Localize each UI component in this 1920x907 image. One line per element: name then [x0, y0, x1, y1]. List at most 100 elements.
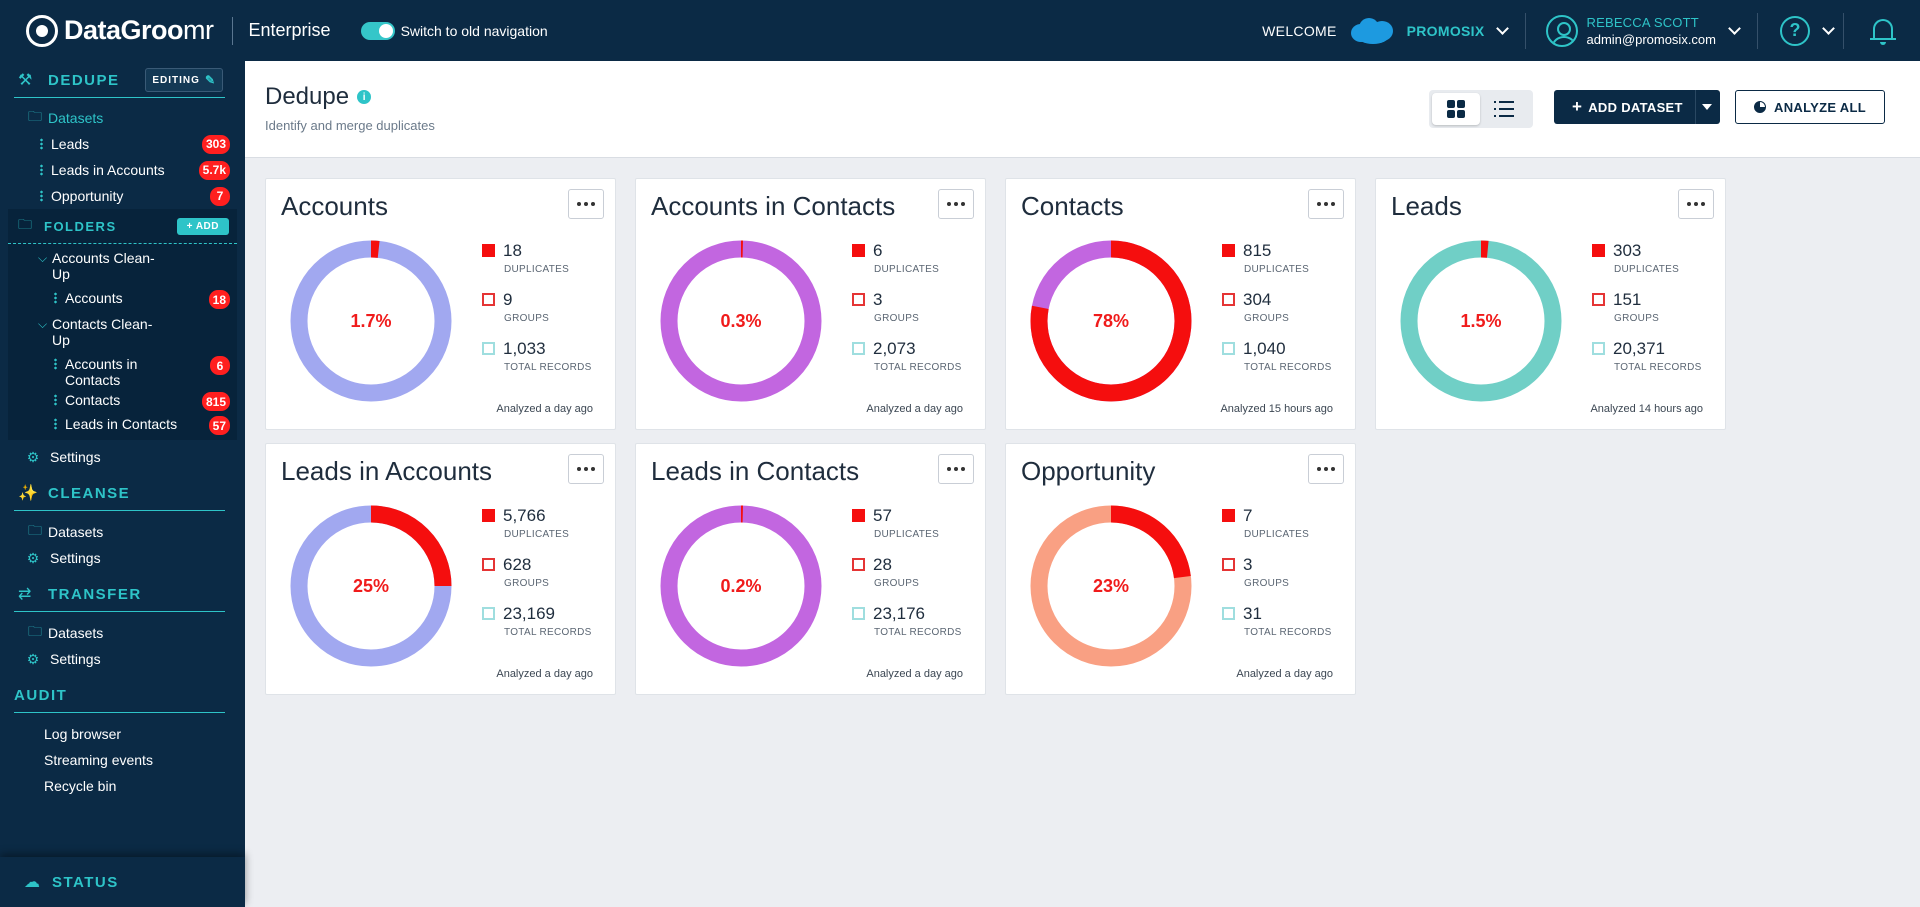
dot [1317, 467, 1321, 471]
drag-handle-icon[interactable] [54, 418, 57, 430]
status-panel-toggle[interactable]: ☁ STATUS [0, 857, 245, 907]
sidebar-item-label: Datasets [48, 110, 104, 126]
section-title: CLEANSE [48, 484, 131, 502]
dataset-card[interactable]: Opportunity 23% 7 DUPLICATES 3 GROUPS 31 TOTAL … [1005, 443, 1356, 695]
donut-remaining-slice [1400, 240, 1562, 402]
divider [14, 97, 225, 98]
duplicates-donut-chart [290, 505, 452, 667]
dataset-card[interactable]: Accounts 1.7% 18 DUPLICATES 9 GROUPS 1,033 TOTA… [265, 178, 616, 430]
divider [8, 243, 237, 244]
info-icon[interactable]: i [357, 90, 372, 104]
drag-handle-icon[interactable] [54, 292, 57, 304]
groups-value: 304 [1243, 290, 1272, 309]
sidebar-dataset-leads-in-accounts[interactable]: Leads in Accounts 5.7k [0, 157, 245, 183]
sidebar-dataset-leads[interactable]: Leads 303 [0, 131, 245, 157]
duplicate-percent-label: 0.3% [720, 310, 762, 331]
legend-total-records: 1,040 TOTAL RECORDS [1222, 339, 1347, 388]
more-options-button[interactable] [568, 454, 604, 484]
sidebar-item-cleanse-settings[interactable]: ⚙ Settings [0, 545, 245, 571]
more-options-button[interactable] [568, 189, 604, 219]
duplicate-count-badge: 303 [201, 134, 230, 154]
org-name[interactable]: PROMOSIX [1406, 22, 1485, 39]
card-title[interactable]: Accounts [281, 191, 388, 221]
dataset-card[interactable]: Leads in Accounts 25% 5,766 DUPLICATES 628 GR… [265, 443, 616, 695]
folder-dataset-contacts[interactable]: Contacts 815 [8, 388, 237, 412]
drag-handle-icon[interactable] [54, 358, 57, 370]
sidebar-item-transfer-datasets[interactable]: 🗀 Datasets [0, 620, 245, 646]
help-chevron-down-icon[interactable] [1822, 22, 1835, 35]
groups-value: 9 [503, 290, 513, 309]
section-title: DEDUPE [48, 71, 120, 89]
total-records-swatch [1592, 342, 1605, 355]
user-menu[interactable]: REBECCA SCOTT admin@promosix.com [1586, 15, 1716, 47]
sidebar-dataset-opportunity[interactable]: Opportunity 7 [0, 183, 245, 209]
card-title[interactable]: Accounts in Contacts [651, 191, 896, 221]
more-options-button[interactable] [1308, 454, 1344, 484]
toggle-switch[interactable] [360, 21, 395, 40]
folder-accounts-clean-up[interactable]: ⌵ Accounts Clean-Up [8, 250, 237, 282]
more-options-button[interactable] [938, 454, 974, 484]
org-chevron-down-icon[interactable] [1496, 22, 1510, 35]
old-navigation-switch[interactable]: Switch to old navigation [360, 21, 548, 40]
duplicates-donut-chart [660, 240, 822, 402]
add-dataset-button[interactable]: + ADD DATASET [1554, 90, 1720, 124]
last-analyzed-text: Analyzed a day ago [866, 668, 963, 680]
more-options-button[interactable] [1678, 189, 1714, 219]
total-records-swatch [1222, 342, 1235, 355]
datagroomr-logo[interactable]: DataGroomr [26, 0, 214, 61]
folder-contacts-clean-up[interactable]: ⌵ Contacts Clean-Up [8, 316, 237, 348]
drag-handle-icon[interactable] [40, 138, 43, 150]
card-title[interactable]: Contacts [1021, 191, 1124, 221]
dataset-card[interactable]: Accounts in Contacts 0.3% 6 DUPLICATES 3 GROU… [635, 178, 986, 430]
grid-view-button[interactable] [1432, 93, 1480, 125]
chevron-down-icon[interactable]: ⌵ [38, 251, 48, 265]
card-title[interactable]: Leads [1391, 191, 1462, 221]
total-records-label: TOTAL RECORDS [1244, 362, 1332, 373]
card-title[interactable]: Opportunity [1021, 456, 1156, 486]
sidebar-item-transfer-settings[interactable]: ⚙ Settings [0, 646, 245, 672]
add-folder-button[interactable]: + ADD [176, 217, 229, 235]
user-avatar-icon[interactable] [1546, 14, 1579, 47]
legend-groups: 9 GROUPS [482, 290, 607, 339]
sidebar-item-datasets[interactable]: 🗀 Datasets [0, 105, 245, 131]
dataset-card[interactable]: Leads in Contacts 0.2% 57 DUPLICATES 28 GROUP… [635, 443, 986, 695]
chevron-down-icon[interactable]: ⌵ [38, 317, 48, 331]
dropdown-caret-icon[interactable] [1702, 104, 1712, 110]
user-chevron-down-icon[interactable] [1728, 22, 1741, 35]
dataset-card[interactable]: Contacts 78% 815 DUPLICATES 304 GROUPS 1,040 TO… [1005, 178, 1356, 430]
legend-total-records: 23,169 TOTAL RECORDS [482, 604, 607, 653]
sidebar-item-cleanse-datasets[interactable]: 🗀 Datasets [0, 519, 245, 545]
groups-swatch [482, 293, 495, 306]
folder-dataset-accounts-in-contacts[interactable]: Accounts in Contacts 6 [8, 352, 237, 388]
sidebar-section-audit[interactable]: AUDIT [0, 680, 245, 710]
legend-duplicates: 5,766 DUPLICATES [482, 506, 607, 555]
sidebar-section-dedupe[interactable]: ⚒ DEDUPE EDITING ✎ [0, 65, 245, 95]
drag-handle-icon[interactable] [40, 190, 43, 202]
analyze-all-button[interactable]: ANALYZE ALL [1735, 90, 1885, 124]
dot [1331, 467, 1335, 471]
total-records-label: TOTAL RECORDS [1614, 362, 1702, 373]
help-icon[interactable]: ? [1780, 15, 1810, 46]
folder-dataset-accounts[interactable]: Accounts 18 [8, 286, 237, 310]
list-view-button[interactable] [1480, 93, 1528, 125]
drag-handle-icon[interactable] [40, 164, 43, 176]
folder-dataset-leads-in-contacts[interactable]: Leads in Contacts 57 [8, 412, 237, 436]
sidebar-section-cleanse[interactable]: ✨ CLEANSE [0, 478, 245, 508]
sidebar-section-transfer[interactable]: ⇄ TRANSFER [0, 579, 245, 609]
dataset-card[interactable]: Leads 1.5% 303 DUPLICATES 151 GROUPS 20,371 TOT… [1375, 178, 1726, 430]
editing-button[interactable]: EDITING ✎ [145, 68, 223, 92]
sidebar-item-dedupe-settings[interactable]: ⚙ Settings [0, 444, 245, 470]
total-records-value: 20,371 [1613, 339, 1665, 358]
sidebar-item-streaming-events[interactable]: Streaming events [44, 752, 153, 768]
sidebar-item-log-browser[interactable]: Log browser [44, 726, 122, 742]
donut-duplicates-slice [660, 240, 822, 402]
card-title[interactable]: Leads in Contacts [651, 456, 860, 486]
duplicates-donut-chart [660, 505, 822, 667]
drag-handle-icon[interactable] [54, 394, 57, 406]
notifications-bell-icon[interactable] [1870, 16, 1896, 46]
card-title[interactable]: Leads in Accounts [281, 456, 493, 486]
donut-duplicates-slice [1400, 240, 1562, 402]
more-options-button[interactable] [938, 189, 974, 219]
more-options-button[interactable] [1308, 189, 1344, 219]
sidebar-item-recycle-bin[interactable]: Recycle bin [44, 778, 117, 794]
